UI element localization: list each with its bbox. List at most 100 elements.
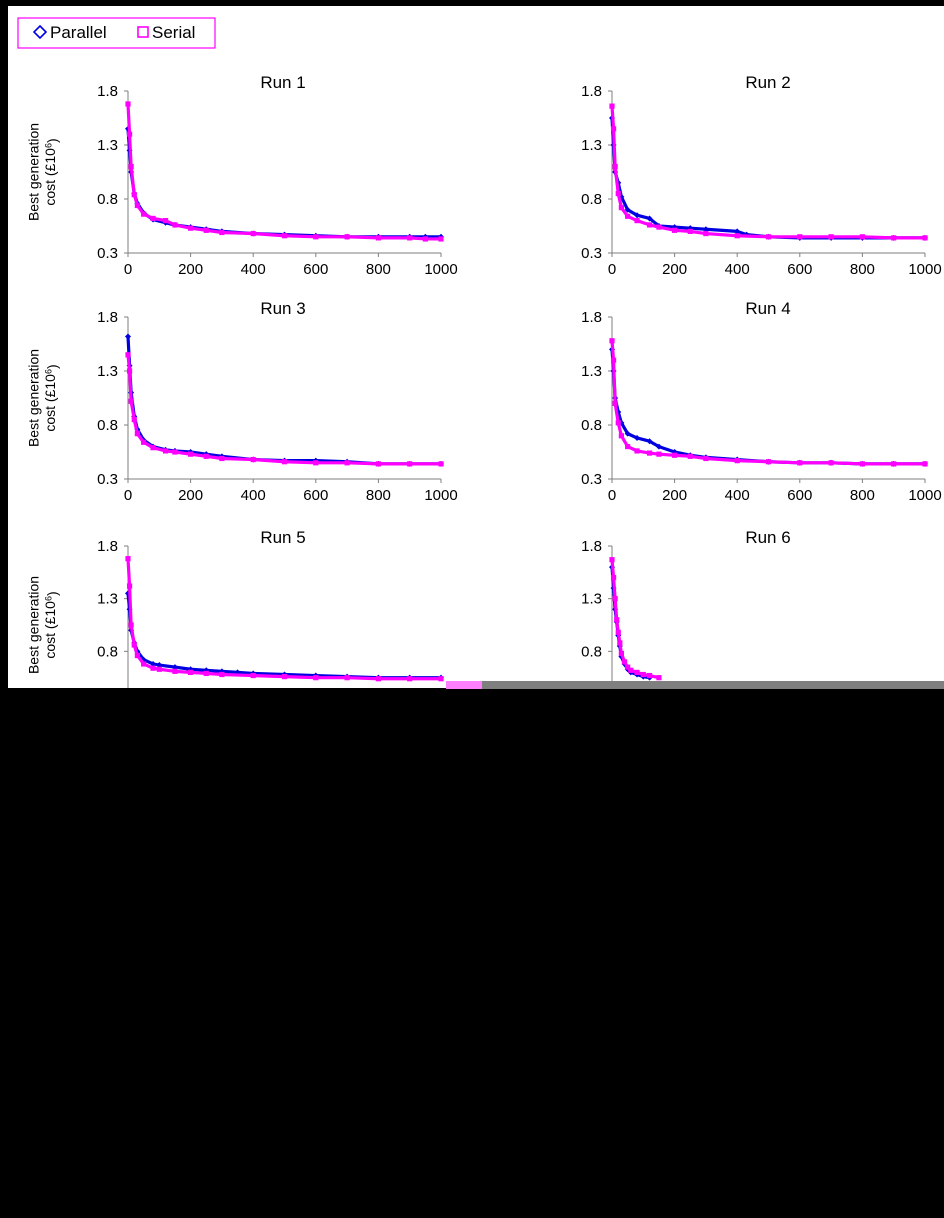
serial-point	[313, 234, 318, 239]
y-tick-label: 1.3	[97, 363, 118, 380]
plot-area-background	[8, 6, 944, 688]
y-axis-label-line1: Best generation	[25, 123, 41, 221]
y-tick-label: 0.3	[97, 471, 118, 488]
serial-point	[407, 461, 412, 466]
x-tick-label: 1000	[908, 487, 941, 504]
serial-point	[251, 673, 256, 678]
serial-point	[129, 622, 134, 627]
x-tick-label: 800	[850, 487, 875, 504]
serial-point	[611, 575, 616, 580]
serial-point	[611, 358, 616, 363]
serial-point	[127, 583, 132, 588]
serial-point	[129, 399, 134, 404]
y-axis-label-line2: cost (£10	[42, 148, 58, 206]
serial-point	[188, 226, 193, 231]
y-tick-label: 1.8	[97, 83, 118, 100]
y-tick-label: 0.8	[97, 417, 118, 434]
y-tick-label: 0.8	[581, 417, 602, 434]
x-tick-label: 400	[241, 487, 266, 504]
panel-title: Run 1	[260, 73, 305, 92]
serial-point	[766, 234, 771, 239]
serial-point	[614, 617, 619, 622]
serial-point	[313, 460, 318, 465]
serial-point	[172, 222, 177, 227]
y-tick-label: 1.8	[581, 309, 602, 326]
serial-point	[641, 672, 646, 677]
x-tick-label: 1000	[424, 261, 457, 278]
serial-point	[251, 231, 256, 236]
x-tick-label: 0	[124, 261, 132, 278]
serial-point	[141, 661, 146, 666]
serial-point	[613, 164, 618, 169]
x-tick-label: 200	[662, 487, 687, 504]
serial-point	[634, 218, 639, 223]
serial-point	[163, 448, 168, 453]
serial-point	[891, 235, 896, 240]
serial-point	[634, 448, 639, 453]
serial-point	[656, 224, 661, 229]
x-tick-label: 0	[608, 261, 616, 278]
serial-point	[438, 236, 443, 241]
y-tick-label: 0.3	[581, 245, 602, 262]
serial-point	[219, 230, 224, 235]
y-axis-label-line1: Best generation	[25, 576, 41, 674]
serial-point	[407, 676, 412, 681]
serial-point	[219, 456, 224, 461]
serial-point	[672, 453, 677, 458]
overlay-gray-strip	[482, 681, 944, 689]
serial-point	[891, 461, 896, 466]
serial-point	[613, 401, 618, 406]
serial-point	[376, 676, 381, 681]
serial-point	[438, 676, 443, 681]
serial-point	[860, 461, 865, 466]
serial-point	[407, 235, 412, 240]
serial-point	[735, 233, 740, 238]
panel-title: Run 5	[260, 528, 305, 547]
y-tick-label: 1.3	[97, 591, 118, 608]
serial-point	[204, 454, 209, 459]
x-tick-label: 0	[124, 487, 132, 504]
y-tick-label: 1.8	[581, 83, 602, 100]
serial-point	[129, 164, 134, 169]
serial-point	[172, 449, 177, 454]
serial-point	[688, 229, 693, 234]
serial-point	[345, 234, 350, 239]
y-axis-label-close: )	[44, 138, 60, 143]
serial-point	[282, 233, 287, 238]
black-cover-region	[8, 689, 944, 1218]
serial-point	[150, 666, 155, 671]
serial-point	[125, 556, 130, 561]
serial-point	[132, 417, 137, 422]
panel-title: Run 2	[745, 73, 790, 92]
serial-point	[797, 460, 802, 465]
legend: Parallel Serial	[18, 18, 215, 48]
y-tick-label: 0.8	[97, 643, 118, 660]
serial-point	[135, 431, 140, 436]
serial-point	[766, 459, 771, 464]
x-tick-label: 400	[725, 261, 750, 278]
y-tick-label: 1.8	[97, 538, 118, 555]
serial-point	[150, 445, 155, 450]
x-tick-label: 600	[303, 261, 328, 278]
x-tick-label: 600	[787, 261, 812, 278]
serial-point	[922, 461, 927, 466]
serial-point	[619, 433, 624, 438]
x-tick-label: 1000	[424, 487, 457, 504]
serial-point	[127, 368, 132, 373]
serial-point	[313, 675, 318, 680]
serial-point	[829, 234, 834, 239]
y-axis-label-line2: cost (£10	[42, 601, 58, 659]
serial-point	[703, 456, 708, 461]
x-tick-label: 200	[662, 261, 687, 278]
y-tick-label: 1.3	[97, 137, 118, 154]
serial-point	[163, 218, 168, 223]
serial-point	[647, 450, 652, 455]
serial-point	[609, 557, 614, 562]
serial-point	[282, 674, 287, 679]
y-tick-label: 1.8	[97, 309, 118, 326]
x-tick-label: 600	[303, 487, 328, 504]
serial-point	[688, 454, 693, 459]
x-tick-label: 800	[366, 487, 391, 504]
x-tick-label: 200	[178, 261, 203, 278]
serial-point	[345, 460, 350, 465]
